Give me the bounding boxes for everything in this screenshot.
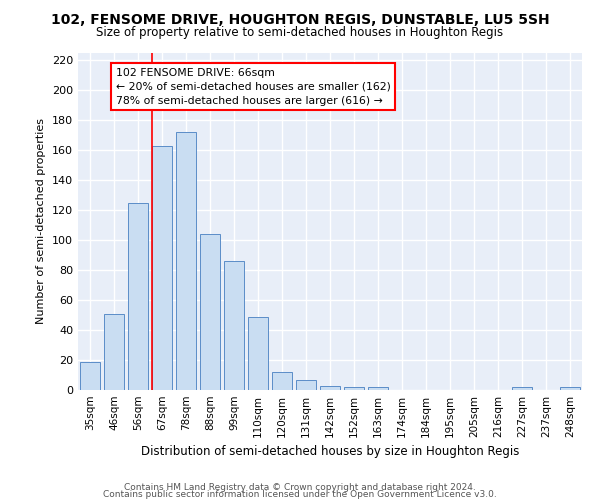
- Bar: [512, 387, 532, 390]
- Text: 102 FENSOME DRIVE: 66sqm
← 20% of semi-detached houses are smaller (162)
78% of : 102 FENSOME DRIVE: 66sqm ← 20% of semi-d…: [116, 68, 391, 106]
- Text: Size of property relative to semi-detached houses in Houghton Regis: Size of property relative to semi-detach…: [97, 26, 503, 39]
- Bar: [224, 261, 244, 390]
- Bar: [344, 387, 364, 390]
- Bar: [248, 316, 268, 390]
- Bar: [560, 387, 580, 390]
- Text: Contains HM Land Registry data © Crown copyright and database right 2024.: Contains HM Land Registry data © Crown c…: [124, 484, 476, 492]
- Bar: [368, 387, 388, 390]
- Bar: [272, 372, 292, 390]
- Bar: [104, 314, 124, 390]
- Text: 102, FENSOME DRIVE, HOUGHTON REGIS, DUNSTABLE, LU5 5SH: 102, FENSOME DRIVE, HOUGHTON REGIS, DUNS…: [50, 12, 550, 26]
- Bar: [128, 202, 148, 390]
- Bar: [152, 146, 172, 390]
- Y-axis label: Number of semi-detached properties: Number of semi-detached properties: [37, 118, 46, 324]
- Bar: [80, 362, 100, 390]
- Bar: [320, 386, 340, 390]
- Text: Contains public sector information licensed under the Open Government Licence v3: Contains public sector information licen…: [103, 490, 497, 499]
- Bar: [200, 234, 220, 390]
- X-axis label: Distribution of semi-detached houses by size in Houghton Regis: Distribution of semi-detached houses by …: [141, 446, 519, 458]
- Bar: [296, 380, 316, 390]
- Bar: [176, 132, 196, 390]
